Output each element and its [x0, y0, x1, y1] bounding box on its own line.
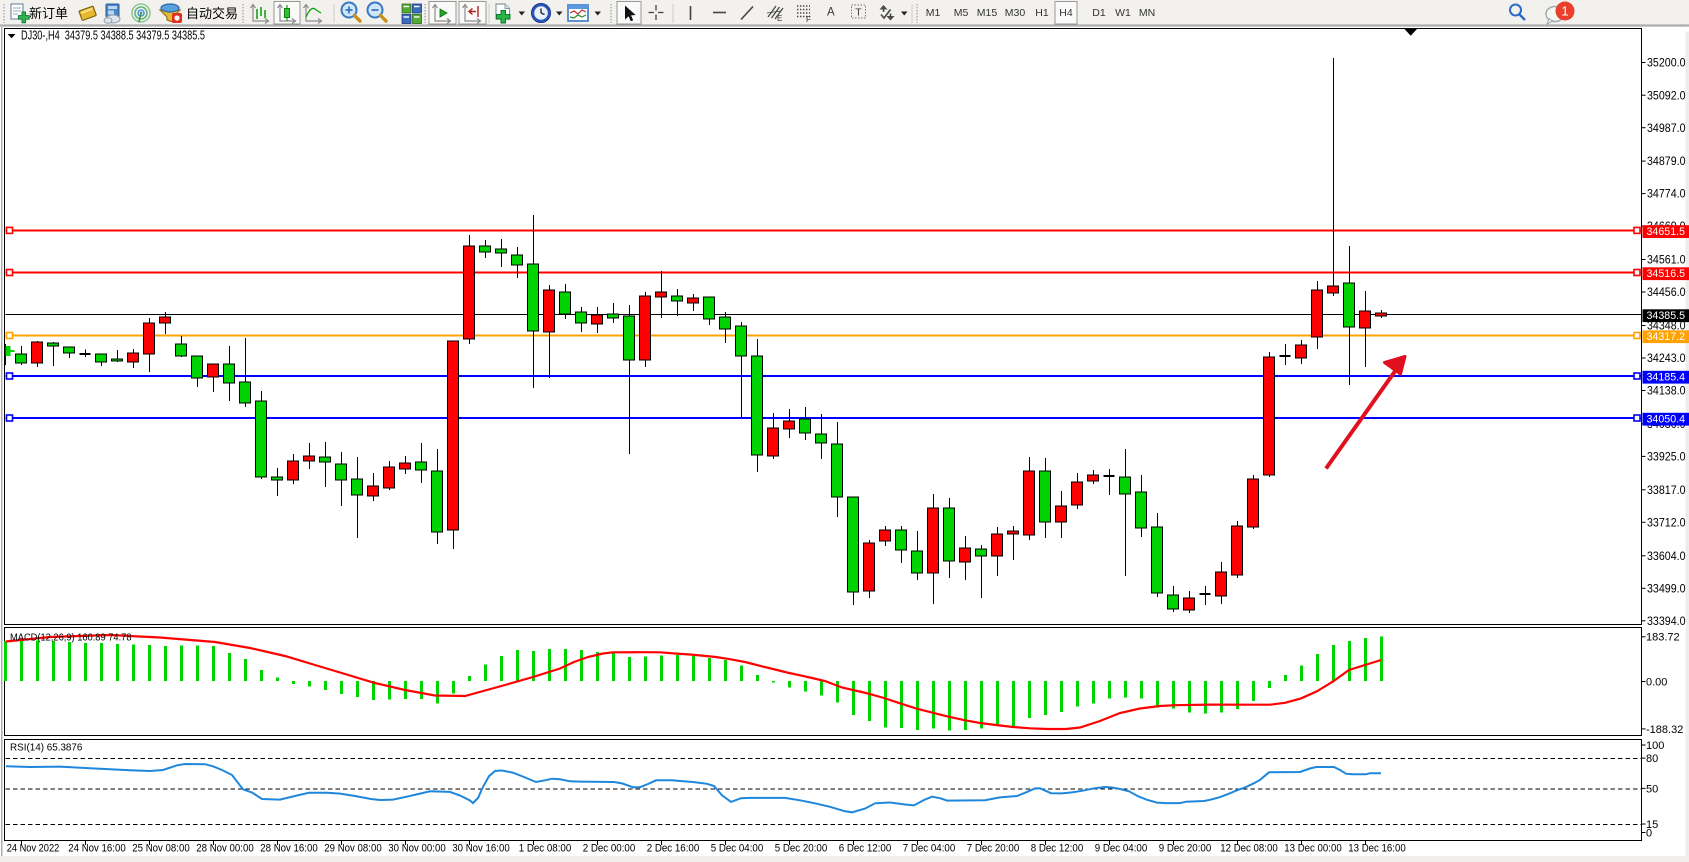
svg-text:8 Dec 12:00: 8 Dec 12:00: [1031, 843, 1084, 855]
svg-text:M5: M5: [954, 7, 969, 19]
svg-text:34516.5: 34516.5: [1647, 268, 1686, 280]
svg-text:2 Dec 16:00: 2 Dec 16:00: [647, 843, 700, 855]
svg-text:35200.0: 35200.0: [1647, 58, 1686, 70]
svg-text:6 Dec 12:00: 6 Dec 12:00: [839, 843, 892, 855]
svg-text:34456.0: 34456.0: [1647, 287, 1686, 299]
svg-text:13 Dec 16:00: 13 Dec 16:00: [1348, 843, 1405, 855]
svg-text:1: 1: [1561, 4, 1568, 19]
svg-text:34987.0: 34987.0: [1647, 123, 1686, 135]
svg-text:33394.0: 33394.0: [1647, 616, 1686, 628]
svg-text:33925.0: 33925.0: [1647, 452, 1686, 464]
svg-text:F: F: [806, 15, 811, 24]
svg-text:MACD(12,26,9) 160.89 74.78: MACD(12,26,9) 160.89 74.78: [10, 633, 132, 644]
svg-text:34561.0: 34561.0: [1647, 255, 1686, 267]
svg-text:E: E: [777, 14, 782, 23]
svg-text:7 Dec 04:00: 7 Dec 04:00: [903, 843, 956, 855]
svg-text:34385.5: 34385.5: [1647, 310, 1686, 322]
svg-text:34050.4: 34050.4: [1647, 414, 1686, 426]
svg-text:0: 0: [1646, 827, 1652, 839]
svg-text:M1: M1: [926, 7, 941, 19]
svg-text:34348.0: 34348.0: [1647, 321, 1686, 333]
svg-text:M15: M15: [977, 7, 998, 19]
svg-text:1 Dec 08:00: 1 Dec 08:00: [519, 843, 572, 855]
svg-text:-188.32: -188.32: [1646, 724, 1683, 736]
svg-text:28 Nov 00:00: 28 Nov 00:00: [196, 843, 253, 855]
svg-text:MN: MN: [1139, 7, 1155, 19]
svg-text:H1: H1: [1035, 7, 1049, 19]
svg-text:12 Dec 08:00: 12 Dec 08:00: [1220, 843, 1277, 855]
svg-text:25 Nov 08:00: 25 Nov 08:00: [132, 843, 189, 855]
svg-text:H4: H4: [1059, 7, 1073, 19]
svg-text:33499.0: 33499.0: [1647, 583, 1686, 595]
svg-text:新订单: 新订单: [29, 6, 68, 21]
svg-text:34774.0: 34774.0: [1647, 189, 1686, 201]
svg-text:7 Dec 20:00: 7 Dec 20:00: [967, 843, 1020, 855]
svg-text:M30: M30: [1005, 7, 1026, 19]
svg-text:5 Dec 04:00: 5 Dec 04:00: [711, 843, 764, 855]
svg-text:24 Nov 2022: 24 Nov 2022: [7, 843, 60, 855]
svg-text:34243.0: 34243.0: [1647, 353, 1686, 365]
svg-text:183.72: 183.72: [1646, 632, 1680, 644]
svg-text:自动交易: 自动交易: [186, 6, 238, 21]
svg-text:33604.0: 33604.0: [1647, 551, 1686, 563]
svg-text:34879.0: 34879.0: [1647, 156, 1686, 168]
svg-text:DJ30-,H4 34379.5 34388.5 3437: DJ30-,H4 34379.5 34388.5 34379.5 34385.5: [21, 28, 205, 42]
svg-text:34317.2: 34317.2: [1647, 331, 1686, 343]
svg-text:33712.0: 33712.0: [1647, 517, 1686, 529]
svg-text:50: 50: [1646, 783, 1658, 795]
svg-text:9 Dec 20:00: 9 Dec 20:00: [1159, 843, 1212, 855]
svg-text:34138.0: 34138.0: [1647, 386, 1686, 398]
svg-text:13 Dec 00:00: 13 Dec 00:00: [1284, 843, 1341, 855]
svg-text:D1: D1: [1092, 7, 1106, 19]
svg-text:30 Nov 16:00: 30 Nov 16:00: [452, 843, 509, 855]
svg-text:29 Nov 08:00: 29 Nov 08:00: [324, 843, 381, 855]
svg-text:33817.0: 33817.0: [1647, 485, 1686, 497]
svg-text:100: 100: [1646, 740, 1664, 752]
svg-text:0.00: 0.00: [1646, 676, 1667, 688]
svg-text:28 Nov 16:00: 28 Nov 16:00: [260, 843, 317, 855]
svg-text:80: 80: [1646, 753, 1658, 765]
svg-text:24 Nov 16:00: 24 Nov 16:00: [68, 843, 125, 855]
svg-text:9 Dec 04:00: 9 Dec 04:00: [1095, 843, 1148, 855]
svg-text:2 Dec 00:00: 2 Dec 00:00: [583, 843, 636, 855]
svg-text:30 Nov 00:00: 30 Nov 00:00: [388, 843, 445, 855]
svg-text:A: A: [827, 7, 835, 19]
svg-text:15: 15: [1646, 819, 1658, 831]
svg-text:35092.0: 35092.0: [1647, 90, 1686, 102]
svg-text:T: T: [855, 7, 862, 19]
svg-text:34185.4: 34185.4: [1647, 372, 1686, 384]
svg-text:5 Dec 20:00: 5 Dec 20:00: [775, 843, 828, 855]
svg-text:RSI(14) 65.3876: RSI(14) 65.3876: [10, 743, 83, 754]
svg-text:W1: W1: [1115, 7, 1131, 19]
svg-text:34651.5: 34651.5: [1647, 226, 1686, 238]
